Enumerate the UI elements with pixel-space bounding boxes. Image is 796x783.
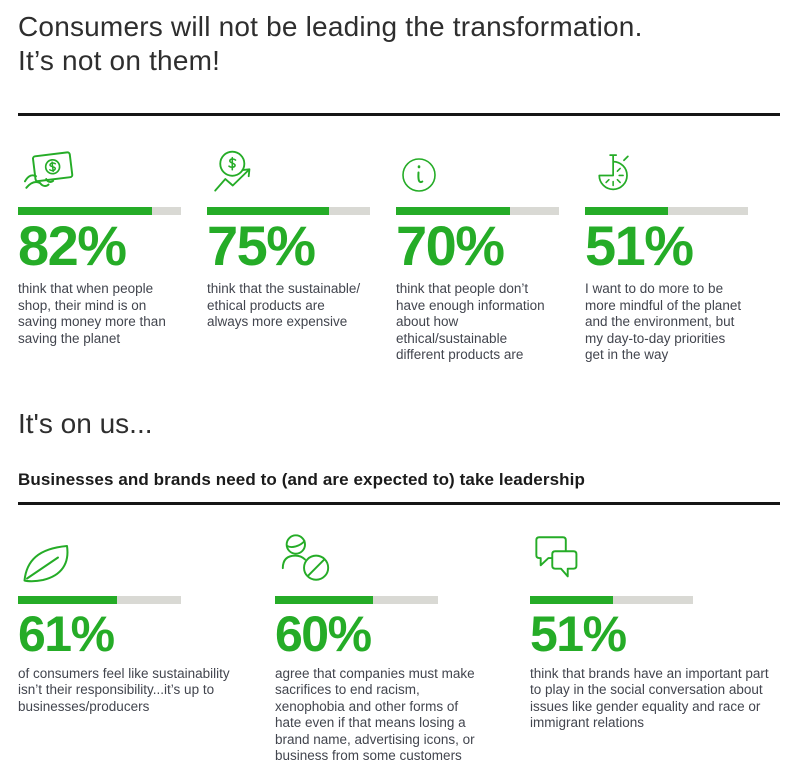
progress-fill xyxy=(585,206,669,215)
top-stats-row: 82% think that when people shop, their m… xyxy=(18,146,780,364)
stat-description: think that brands have an important part… xyxy=(530,665,769,731)
stopwatch-icon xyxy=(585,146,751,198)
dollar-growth-icon xyxy=(207,146,373,198)
stat-percent: 51% xyxy=(585,213,694,277)
stat-percent: 70% xyxy=(396,213,505,277)
page-title-line2: It’s not on them! xyxy=(18,45,221,77)
progress-track xyxy=(18,206,181,215)
stat-description: agree that companies must make sacrifice… xyxy=(275,665,475,764)
stat-card: 60% agree that companies must make sacri… xyxy=(275,529,515,765)
bottom-stats-row: 61% of consumers feel like sustainabilit… xyxy=(18,529,780,765)
stat-card: 61% of consumers feel like sustainabilit… xyxy=(18,529,260,765)
stat-percent: 61% xyxy=(18,605,115,662)
stat-percent: 51% xyxy=(530,605,627,662)
progress-track xyxy=(396,206,559,215)
divider-top xyxy=(18,112,780,116)
subtitle: It's on us... xyxy=(18,407,153,439)
progress-track xyxy=(18,595,181,604)
progress-fill xyxy=(207,206,330,215)
progress-track xyxy=(585,206,748,215)
stat-description: of consumers feel like sustainability is… xyxy=(18,665,230,714)
section-heading: Businesses and brands need to (and are e… xyxy=(18,469,585,489)
stat-card: 82% think that when people shop, their m… xyxy=(18,146,184,364)
progress-fill xyxy=(18,206,152,215)
progress-track xyxy=(207,206,370,215)
progress-fill xyxy=(396,206,511,215)
stat-percent: 75% xyxy=(207,213,316,277)
stat-card: 70% think that people don’t have enough … xyxy=(396,146,562,364)
page-title-line1: Consumers will not be leading the transf… xyxy=(18,11,643,42)
leaf-icon xyxy=(18,529,260,587)
stat-description: think that people don’t have enough info… xyxy=(396,281,545,363)
money-in-hand-icon xyxy=(18,146,184,198)
progress-fill xyxy=(18,595,118,604)
stat-description: I want to do more to be more mindful of … xyxy=(585,281,742,363)
progress-track xyxy=(530,595,693,604)
stat-description: think that when people shop, their mind … xyxy=(18,281,166,346)
progress-fill xyxy=(530,595,614,604)
info-icon xyxy=(396,146,562,198)
divider-bottom xyxy=(18,501,780,505)
stat-card: 75% think that the sustainable/ ethical … xyxy=(207,146,373,364)
slide: Consumers will not be leading the transf… xyxy=(18,10,780,765)
progress-track xyxy=(275,595,438,604)
page-title: Consumers will not be leading the transf… xyxy=(18,10,780,79)
stat-percent: 60% xyxy=(275,605,372,662)
stat-card: 51% I want to do more to be more mindful… xyxy=(585,146,751,364)
no-hate-icon xyxy=(275,529,515,587)
stat-percent: 82% xyxy=(18,213,127,277)
stat-description: think that the sustainable/ ethical prod… xyxy=(207,281,361,330)
chat-bubbles-icon xyxy=(530,529,780,587)
progress-fill xyxy=(275,595,373,604)
stat-card: 51% think that brands have an important … xyxy=(530,529,780,765)
